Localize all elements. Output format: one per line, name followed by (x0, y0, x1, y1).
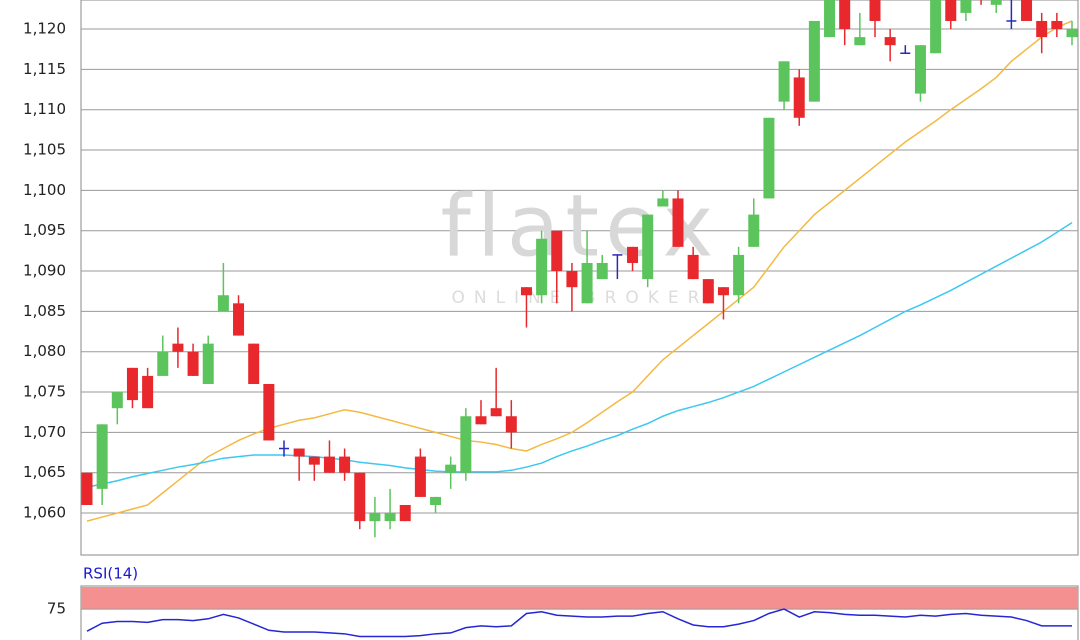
candle-body (445, 464, 457, 473)
y-tick-label: 1,080 (23, 342, 66, 360)
candle-body (414, 456, 426, 497)
candle-body (263, 383, 275, 441)
candle-body (293, 448, 305, 457)
candle-body (854, 37, 866, 46)
candle-body (627, 246, 639, 263)
candle-body (460, 416, 472, 473)
candle-body (763, 117, 775, 199)
candle-body (884, 37, 896, 46)
y-tick-label: 75 (47, 600, 66, 618)
candle-body (839, 0, 851, 30)
candle-body (172, 343, 184, 352)
y-tick-label: 1,110 (23, 100, 66, 118)
candle-body (596, 262, 608, 280)
candle-body (187, 351, 199, 376)
candle-body (960, 0, 972, 13)
price-panel (80, 0, 1079, 556)
candle-body (142, 375, 154, 409)
y-tick-label: 1,075 (23, 383, 66, 401)
candle-body (1051, 20, 1063, 30)
candle-body (990, 0, 1002, 5)
y-tick-label: 1,060 (23, 504, 66, 522)
candle-body (81, 472, 93, 505)
y-tick-label: 1,105 (23, 141, 66, 159)
candle-body (505, 416, 517, 433)
candle-body (233, 303, 245, 336)
candle-body (430, 496, 442, 505)
candle-body (717, 287, 729, 296)
moving-average (86, 20, 1073, 522)
y-tick-label: 1,115 (23, 60, 66, 78)
y-tick-label: 1,120 (23, 20, 66, 38)
candle-body (672, 198, 684, 247)
candle-body (642, 214, 654, 280)
y-tick-label: 1,070 (23, 423, 66, 441)
candle-body (1021, 0, 1033, 21)
candle-body (808, 20, 820, 102)
y-tick-label: 1,090 (23, 262, 66, 280)
candle-body (536, 238, 548, 296)
candle-body (657, 198, 669, 207)
candle-body (520, 287, 532, 296)
candle-body (581, 262, 593, 304)
candle-body (248, 343, 260, 384)
candle-body (930, 0, 942, 54)
rsi-title: RSI(14) (83, 565, 138, 583)
candle-body (308, 456, 320, 465)
y-tick-label: 1,095 (23, 221, 66, 239)
candle-body (1066, 29, 1078, 38)
candle-body (96, 424, 108, 489)
candle-body (202, 343, 214, 384)
candle-body (126, 367, 138, 401)
candle-body (793, 77, 805, 118)
candle-body (748, 214, 760, 247)
candle-body (869, 0, 881, 21)
candle-body (566, 271, 578, 288)
candle-body (733, 254, 745, 296)
candle-body (475, 416, 487, 425)
candle-body (687, 254, 699, 280)
overbought-band (81, 587, 1078, 610)
candle-body (914, 45, 926, 94)
candle-body (490, 408, 502, 417)
candle-body (217, 295, 229, 312)
candle-body (551, 230, 563, 272)
y-tick-label: 1,085 (23, 302, 66, 320)
candle-body (339, 456, 351, 473)
candle-body (323, 456, 335, 473)
y-tick-label: 1,065 (23, 463, 66, 481)
candle-body (369, 513, 381, 522)
y-tick-label: 1,100 (23, 181, 66, 199)
candle-body (945, 0, 957, 21)
candle-body (1036, 20, 1048, 38)
watermark-sub: ONLINE BROKER (451, 288, 708, 308)
candle-body (157, 351, 169, 376)
candle-body (111, 392, 123, 409)
candle-body (778, 61, 790, 102)
candle-body (824, 0, 836, 38)
rsi-line (86, 608, 1072, 638)
candle-body (384, 513, 396, 522)
candle-body (702, 279, 714, 304)
candle-body (399, 504, 411, 522)
candle-body (354, 472, 366, 522)
moving-average (86, 222, 1073, 488)
watermark: flatex (441, 176, 720, 276)
